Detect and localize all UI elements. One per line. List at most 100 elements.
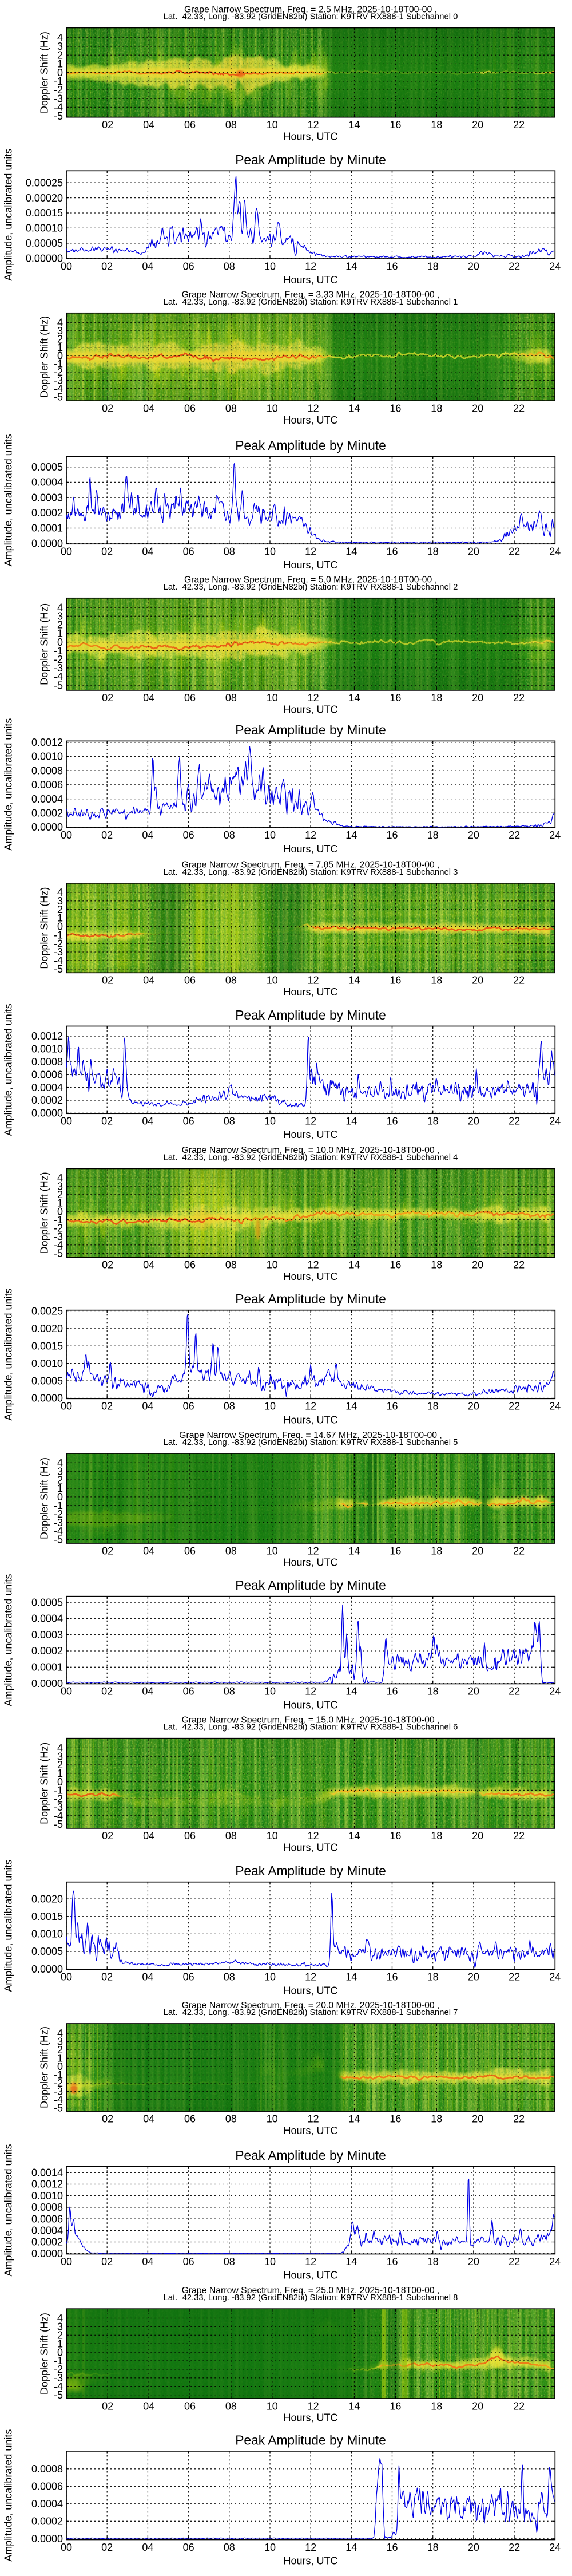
svg-text:06: 06 — [184, 2400, 196, 2412]
svg-text:0: 0 — [57, 2346, 63, 2358]
svg-text:-2: -2 — [54, 938, 63, 949]
svg-text:20: 20 — [468, 1971, 479, 1983]
svg-text:-4: -4 — [54, 102, 63, 113]
svg-text:Peak Amplitude by Minute: Peak Amplitude by Minute — [235, 1291, 386, 1306]
svg-text:Lat. 42.33, Long. -83.92 (Gri: Lat. 42.33, Long. -83.92 (GridEN82bi) St… — [164, 1153, 458, 1162]
svg-text:1: 1 — [57, 58, 63, 70]
svg-text:-2: -2 — [54, 2364, 63, 2375]
svg-text:0.0005: 0.0005 — [31, 461, 63, 473]
svg-text:04: 04 — [143, 2400, 154, 2412]
svg-text:06: 06 — [184, 692, 196, 704]
svg-text:0: 0 — [57, 2061, 63, 2072]
svg-text:4: 4 — [57, 317, 63, 329]
svg-text:22: 22 — [513, 2113, 525, 2124]
svg-text:0.0000: 0.0000 — [31, 1108, 63, 1119]
svg-text:2: 2 — [57, 2044, 63, 2056]
svg-text:Hours, UTC: Hours, UTC — [283, 843, 337, 855]
svg-text:22: 22 — [509, 829, 520, 841]
svg-text:10: 10 — [267, 1830, 278, 1842]
svg-text:22: 22 — [509, 2256, 520, 2267]
svg-text:12: 12 — [308, 975, 319, 986]
svg-text:-5: -5 — [54, 679, 63, 691]
svg-text:00: 00 — [61, 260, 72, 272]
svg-text:16: 16 — [390, 975, 401, 986]
svg-text:Hours, UTC: Hours, UTC — [283, 986, 337, 998]
svg-text:06: 06 — [184, 402, 196, 414]
svg-text:0.0006: 0.0006 — [31, 2213, 63, 2225]
svg-text:Amplitude, uncalibrated units: Amplitude, uncalibrated units — [3, 1288, 14, 1420]
svg-text:18: 18 — [427, 829, 439, 841]
svg-text:12: 12 — [305, 1971, 316, 1983]
svg-text:04: 04 — [142, 1401, 153, 1412]
svg-text:06: 06 — [184, 119, 196, 131]
svg-text:0.0004: 0.0004 — [31, 793, 63, 805]
svg-text:-2: -2 — [54, 1508, 63, 1520]
svg-text:08: 08 — [225, 402, 237, 414]
svg-text:16: 16 — [390, 1545, 401, 1556]
svg-text:0.00005: 0.00005 — [26, 238, 63, 249]
svg-text:14: 14 — [348, 692, 360, 704]
svg-text:02: 02 — [101, 1686, 113, 1697]
svg-text:04: 04 — [142, 2256, 153, 2267]
svg-text:14: 14 — [348, 1830, 360, 1842]
svg-text:10: 10 — [264, 1116, 276, 1127]
svg-text:06: 06 — [184, 1545, 196, 1556]
svg-text:Grape Narrow Spectrum, Freq. =: Grape Narrow Spectrum, Freq. = 25.0 MHz,… — [182, 2286, 440, 2296]
svg-text:04: 04 — [142, 1686, 153, 1697]
svg-text:1: 1 — [57, 912, 63, 924]
svg-text:24: 24 — [549, 1401, 561, 1412]
svg-text:22: 22 — [509, 546, 520, 558]
svg-text:-3: -3 — [54, 1517, 63, 1528]
svg-text:Doppler Shift (Hz): Doppler Shift (Hz) — [39, 2026, 50, 2108]
svg-text:04: 04 — [142, 546, 153, 558]
svg-text:10: 10 — [267, 975, 278, 986]
svg-text:18: 18 — [431, 2113, 442, 2124]
svg-text:Hours, UTC: Hours, UTC — [283, 2412, 337, 2424]
svg-text:04: 04 — [142, 829, 153, 841]
svg-text:1: 1 — [57, 1198, 63, 1209]
svg-text:04: 04 — [143, 975, 154, 986]
svg-text:-2: -2 — [54, 2077, 63, 2089]
svg-text:18: 18 — [431, 1830, 442, 1842]
svg-text:-5: -5 — [54, 1819, 63, 1830]
svg-text:Grape Narrow Spectrum, Freq. =: Grape Narrow Spectrum, Freq. = 15.0 MHz,… — [182, 1716, 440, 1725]
svg-text:-4: -4 — [54, 383, 63, 394]
svg-text:02: 02 — [101, 2542, 113, 2553]
svg-text:Amplitude, uncalibrated units: Amplitude, uncalibrated units — [3, 2429, 14, 2562]
svg-text:12: 12 — [308, 119, 319, 131]
svg-text:-3: -3 — [54, 2372, 63, 2384]
svg-text:14: 14 — [348, 2113, 360, 2124]
svg-text:-5: -5 — [54, 1534, 63, 1546]
svg-text:Doppler Shift (Hz): Doppler Shift (Hz) — [39, 603, 50, 685]
svg-text:0.0002: 0.0002 — [31, 808, 63, 819]
svg-text:4: 4 — [57, 2313, 63, 2324]
svg-text:0.0000: 0.0000 — [31, 2533, 63, 2545]
svg-text:Doppler Shift (Hz): Doppler Shift (Hz) — [39, 1743, 50, 1824]
svg-text:16: 16 — [390, 692, 401, 704]
svg-text:20: 20 — [468, 1401, 479, 1412]
svg-text:08: 08 — [224, 546, 235, 558]
svg-text:00: 00 — [61, 2256, 72, 2267]
svg-text:0.0006: 0.0006 — [31, 2481, 63, 2492]
svg-text:10: 10 — [264, 1686, 276, 1697]
svg-text:06: 06 — [183, 1116, 194, 1127]
svg-text:22: 22 — [509, 1686, 520, 1697]
svg-text:0.0002: 0.0002 — [31, 507, 63, 519]
svg-text:3: 3 — [57, 1751, 63, 1762]
svg-text:22: 22 — [513, 1830, 525, 1842]
svg-text:12: 12 — [305, 260, 316, 272]
svg-text:-4: -4 — [54, 1526, 63, 1537]
svg-text:3: 3 — [57, 895, 63, 907]
svg-text:0.0000: 0.0000 — [31, 1963, 63, 1975]
svg-text:-2: -2 — [54, 366, 63, 378]
svg-text:Amplitude, uncalibrated units: Amplitude, uncalibrated units — [3, 2144, 14, 2276]
svg-text:-2: -2 — [54, 1793, 63, 1804]
svg-text:Doppler Shift (Hz): Doppler Shift (Hz) — [39, 2313, 50, 2395]
svg-text:0.0012: 0.0012 — [31, 1030, 63, 1042]
svg-text:08: 08 — [225, 1259, 237, 1271]
svg-text:02: 02 — [102, 692, 113, 704]
svg-text:0.00010: 0.00010 — [26, 223, 63, 234]
svg-text:20: 20 — [468, 1116, 479, 1127]
svg-text:02: 02 — [102, 1830, 113, 1842]
svg-text:1: 1 — [57, 628, 63, 639]
